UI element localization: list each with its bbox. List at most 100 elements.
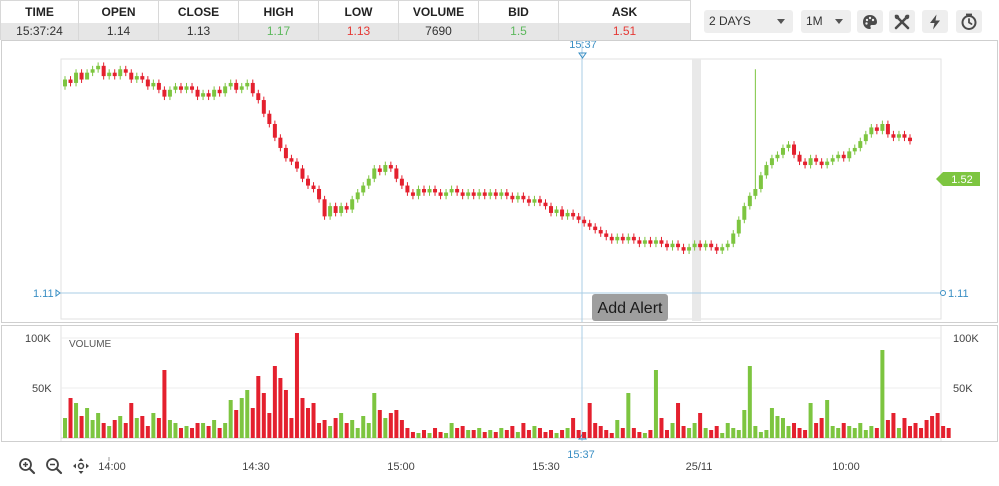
tools-button[interactable] — [889, 10, 915, 33]
candle — [725, 240, 730, 251]
candle — [593, 223, 598, 234]
candle — [201, 89, 206, 101]
candle-body — [444, 192, 449, 196]
volume-bar — [549, 430, 554, 438]
volume-bar — [653, 370, 658, 438]
volume-bar — [101, 423, 106, 438]
volume-tick-50k-left: 50K — [32, 383, 52, 395]
candle — [140, 72, 145, 83]
candle — [620, 233, 625, 244]
candle-body — [736, 219, 741, 234]
quote-value-open: 1.14 — [79, 23, 158, 40]
price-panel[interactable]: 15:37 1.11 1.11 1.52 Add Alert — [1, 40, 998, 323]
candle-body — [560, 209, 565, 217]
volume-bar — [118, 416, 123, 438]
volume-bar — [587, 403, 592, 438]
palette-button[interactable] — [857, 10, 883, 33]
crosshair-price-label-right: 1.11 — [948, 288, 969, 300]
zoom-out-icon[interactable] — [45, 457, 63, 475]
candle-body — [405, 185, 410, 193]
candle — [499, 189, 504, 200]
volume-bar — [780, 418, 785, 438]
quote-header-close: CLOSE — [177, 5, 220, 19]
candle — [863, 130, 868, 145]
volume-bar — [885, 420, 890, 438]
volume-chart[interactable]: VOLUME 100K 50K 100K 50K — [2, 326, 997, 441]
candle-body — [410, 192, 415, 196]
candle-body — [63, 79, 67, 87]
candle — [68, 76, 73, 87]
add-alert-button[interactable]: Add Alert — [592, 294, 668, 321]
candle — [311, 182, 316, 193]
zoom-in-icon[interactable] — [18, 457, 36, 475]
volume-bar — [355, 428, 360, 438]
candle-body — [377, 168, 382, 172]
volume-bar — [769, 408, 774, 438]
candle-body — [394, 168, 399, 179]
candle-body — [328, 206, 333, 217]
candle-body — [731, 233, 736, 244]
candle-body — [891, 134, 896, 138]
candle-body — [808, 158, 813, 166]
candle — [549, 202, 554, 217]
volume-panel[interactable]: VOLUME 100K 50K 100K 50K — [1, 325, 998, 442]
candle — [112, 69, 117, 80]
candle — [676, 240, 681, 251]
quote-table: TIME 15:37:24 OPEN 1.14 CLOSE 1.13 HIGH … — [0, 0, 691, 40]
candle — [598, 226, 603, 237]
volume-bar — [79, 416, 84, 438]
candle — [736, 216, 741, 237]
candle-body — [455, 189, 460, 193]
volume-bar — [803, 430, 808, 438]
candle — [322, 195, 327, 220]
candle — [134, 72, 139, 83]
volume-bar — [294, 333, 299, 438]
candle-body — [648, 240, 653, 244]
candle — [377, 165, 382, 176]
volume-bar — [858, 423, 863, 438]
candle — [626, 233, 631, 244]
candle-body — [510, 195, 515, 200]
price-chart[interactable]: 15:37 1.11 1.11 1.52 Add Alert — [2, 41, 997, 322]
volume-bar — [156, 418, 161, 438]
volume-bar — [68, 398, 73, 438]
interval-dropdown[interactable]: 1M — [801, 10, 851, 33]
quote-value-close: 1.13 — [159, 23, 238, 40]
volume-bar — [383, 418, 388, 438]
volume-bar — [350, 420, 355, 438]
volume-bar — [775, 416, 780, 438]
volume-bar — [808, 403, 813, 438]
candle — [162, 86, 167, 101]
candle-body — [631, 236, 636, 241]
volume-bar — [195, 423, 200, 438]
candle-body — [725, 243, 730, 248]
candle-body — [311, 185, 316, 189]
volume-bar — [896, 428, 901, 438]
candle — [306, 175, 311, 189]
candle-body — [361, 185, 366, 193]
lightning-button[interactable] — [922, 10, 948, 33]
candle — [858, 137, 863, 152]
volume-bar — [482, 432, 487, 438]
candle — [195, 86, 200, 101]
candle-body — [278, 137, 283, 148]
volume-bar — [361, 416, 366, 438]
volume-bar — [659, 418, 664, 438]
volume-bar — [460, 426, 465, 438]
candle — [565, 209, 570, 220]
candle — [792, 141, 797, 159]
candle-body — [880, 124, 885, 131]
candle-body — [239, 86, 244, 90]
volume-bar — [278, 378, 283, 438]
volume-bar — [637, 432, 642, 438]
candle-body — [195, 89, 200, 97]
quote-header-low: LOW — [344, 5, 373, 19]
candle-body — [145, 79, 150, 87]
range-dropdown[interactable]: 2 DAYS — [704, 10, 793, 33]
candle — [151, 79, 156, 90]
candle-body — [786, 144, 791, 148]
candle-body — [698, 243, 703, 248]
clock-button[interactable] — [956, 10, 982, 33]
pan-crosshair-icon[interactable] — [72, 457, 90, 475]
volume-series — [63, 333, 951, 438]
